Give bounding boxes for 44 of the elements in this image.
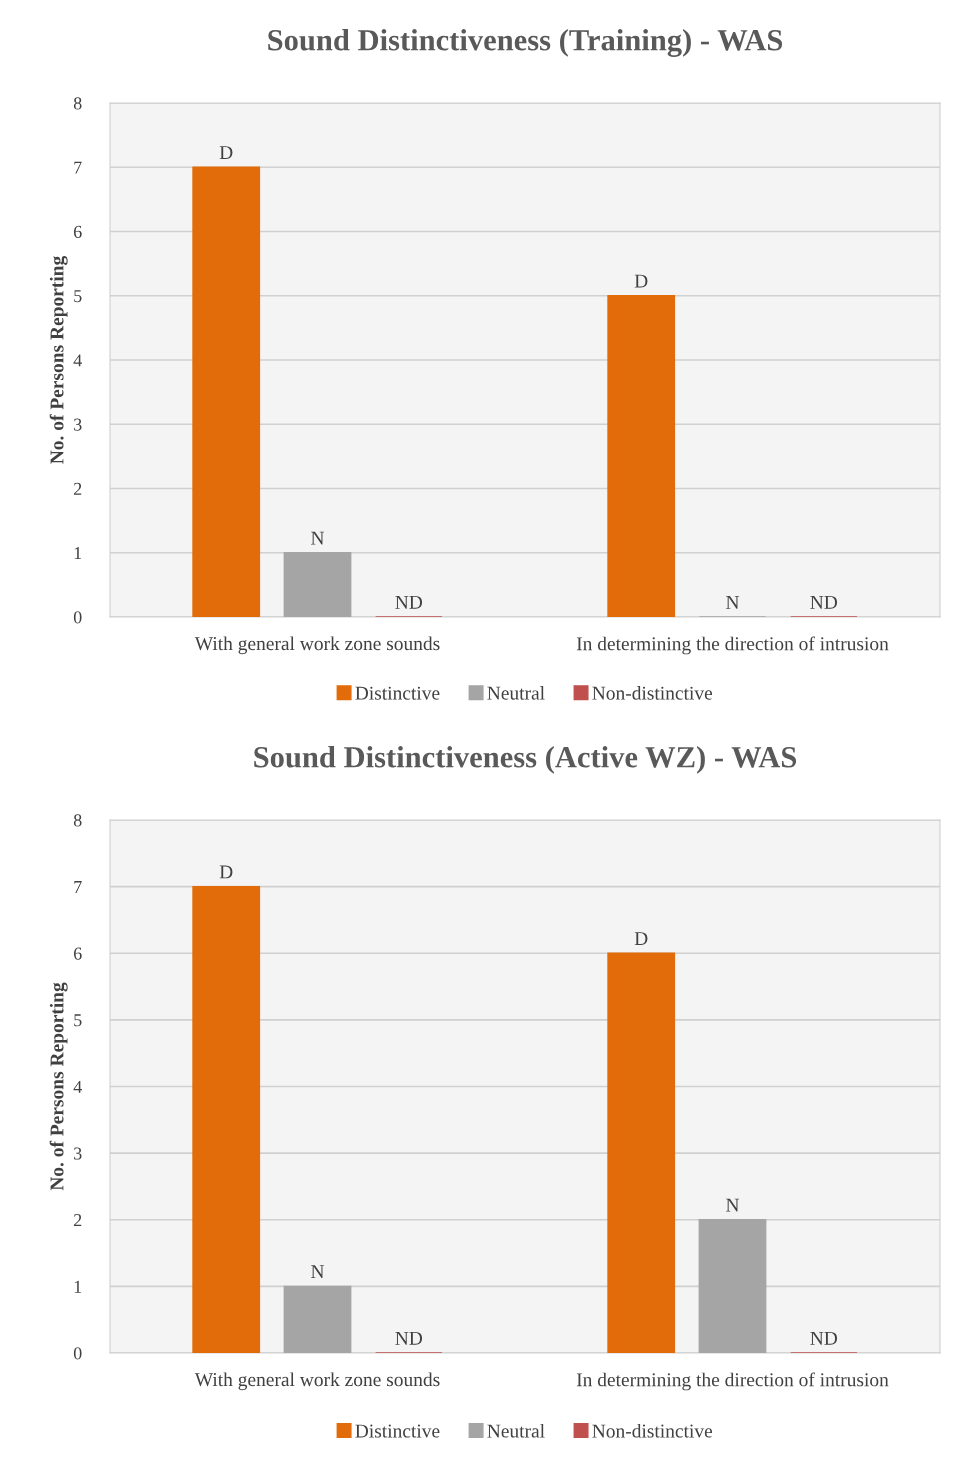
- y-tick-label: 5: [74, 290, 82, 303]
- y-tick-label: 7: [74, 161, 82, 174]
- y-tick-label: 1: [74, 1280, 82, 1293]
- y-tick-label: 5: [74, 1014, 82, 1027]
- data-label: N: [726, 595, 740, 609]
- data-label: D: [219, 146, 233, 159]
- legend-label: Non-distinctive: [592, 1423, 713, 1438]
- y-tick-label: 4: [73, 1080, 82, 1093]
- data-label: ND: [810, 1331, 838, 1345]
- y-tick-label: 6: [73, 947, 82, 960]
- y-tick-label: 6: [73, 225, 82, 238]
- y-tick-label: 3: [74, 418, 82, 431]
- y-tick-label: 0: [73, 611, 82, 624]
- y-axis-title: No. of Persons Reporting: [49, 982, 68, 1191]
- y-tick-label: 8: [73, 814, 82, 827]
- y-tick-label: 0: [73, 1347, 82, 1360]
- data-label: N: [311, 531, 325, 545]
- legend-label: Distinctive: [355, 686, 440, 700]
- x-tick-label: In determining the direction of intrusion: [576, 1372, 889, 1391]
- legend-label: Neutral: [487, 686, 545, 700]
- y-tick-label: 2: [73, 482, 82, 495]
- data-label: ND: [395, 1331, 423, 1345]
- legend-label: Non-distinctive: [592, 686, 713, 700]
- legend-label: Neutral: [487, 1423, 545, 1438]
- y-tick-label: 4: [73, 354, 82, 367]
- y-axis-title: No. of Persons Reporting: [49, 255, 68, 464]
- data-label: N: [726, 1198, 740, 1212]
- data-label: ND: [395, 595, 423, 609]
- data-label: N: [311, 1265, 325, 1279]
- y-tick-label: 7: [74, 881, 82, 893]
- x-tick-label: With general work zone sounds: [194, 1372, 440, 1391]
- chart-title: Sound Distinctiveness (Active WZ) - WAS: [254, 746, 797, 774]
- data-label: D: [634, 274, 648, 288]
- data-label: D: [219, 865, 233, 879]
- y-tick-label: 8: [73, 97, 82, 110]
- y-tick-label: 3: [74, 1147, 82, 1160]
- y-tick-label: 2: [73, 1214, 82, 1227]
- y-tick-label: 1: [74, 547, 82, 560]
- x-tick-label: In determining the direction of intrusion: [576, 636, 889, 655]
- legend-label: Distinctive: [355, 1424, 440, 1438]
- x-tick-label: With general work zone sounds: [194, 636, 440, 655]
- data-label: ND: [810, 595, 838, 609]
- data-label: D: [634, 932, 648, 945]
- chart-title: Sound Distinctiveness (Training) - WAS: [268, 29, 783, 57]
